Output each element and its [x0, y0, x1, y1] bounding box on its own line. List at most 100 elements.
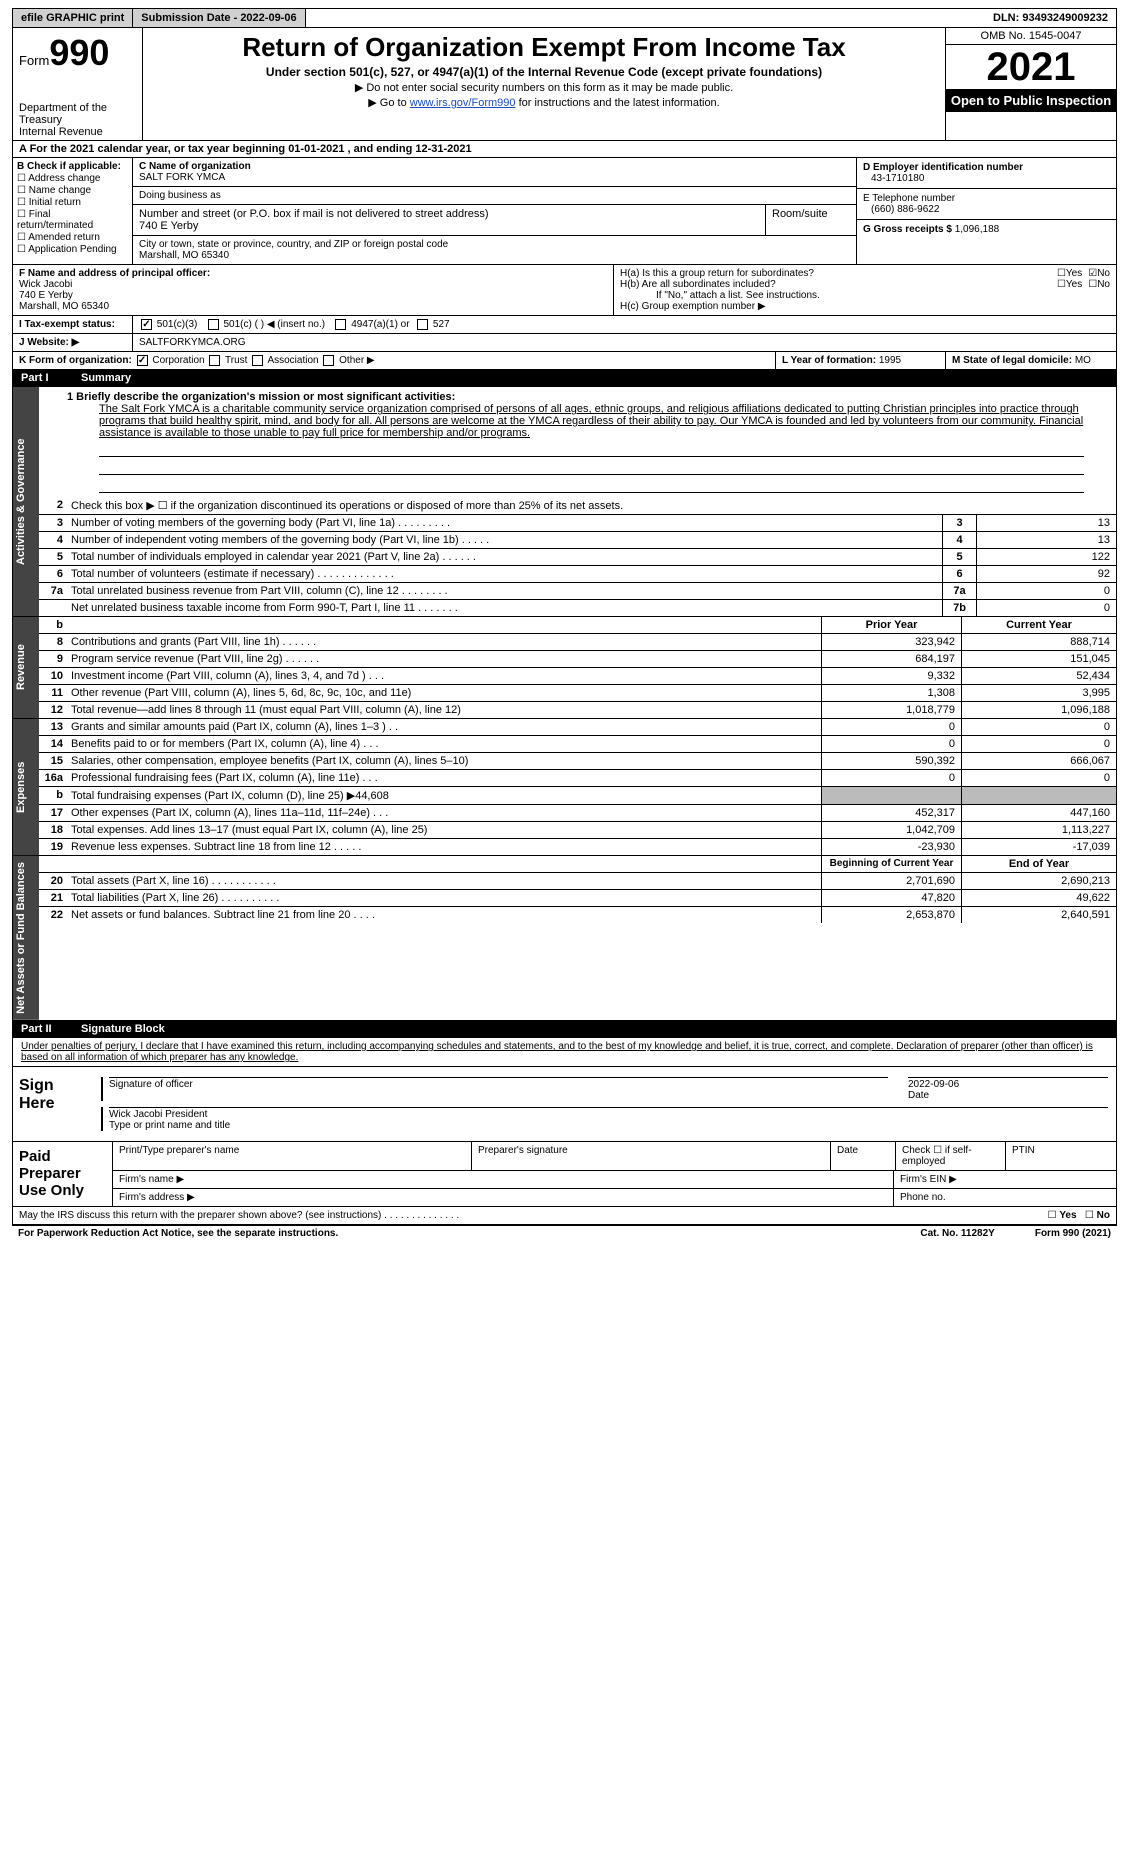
year-formation: 1995	[879, 355, 901, 366]
sign-date: 2022-09-06Date	[908, 1077, 1108, 1101]
dln: DLN: 93493249009232	[985, 9, 1116, 27]
dept-treasury: Department of the Treasury	[19, 102, 136, 126]
line21-beg: 47,820	[821, 890, 961, 906]
box-c: C Name of organization SALT FORK YMCA Do…	[133, 158, 856, 264]
form-number: 990	[49, 32, 109, 73]
line11-curr: 3,995	[961, 685, 1116, 701]
submission-date: Submission Date - 2022-09-06	[133, 9, 305, 27]
top-bar: efile GRAPHIC print Submission Date - 20…	[12, 8, 1117, 28]
preparer-sig-label: Preparer's signature	[472, 1142, 831, 1170]
paid-preparer-label: Paid Preparer Use Only	[13, 1142, 113, 1206]
ein-label: D Employer identification number	[863, 162, 1110, 173]
domicile-label: M State of legal domicile:	[952, 355, 1072, 366]
line16b-desc: Total fundraising expenses (Part IX, col…	[67, 787, 821, 804]
line11-desc: Other revenue (Part VIII, column (A), li…	[67, 685, 821, 701]
check-4947[interactable]	[335, 319, 346, 330]
discuss-row: May the IRS discuss this return with the…	[12, 1207, 1117, 1225]
check-501c3[interactable]	[141, 319, 152, 330]
line12-curr: 1,096,188	[961, 702, 1116, 718]
efile-print-button[interactable]: efile GRAPHIC print	[13, 9, 133, 27]
line10-curr: 52,434	[961, 668, 1116, 684]
tax-status-label: I Tax-exempt status:	[13, 316, 133, 333]
part-ii-title: Signature Block	[81, 1023, 165, 1035]
year-formation-label: L Year of formation:	[782, 355, 876, 366]
check-initial[interactable]: ☐ Initial return	[17, 197, 128, 208]
check-amended[interactable]: ☐ Amended return	[17, 232, 128, 243]
net-assets: Net Assets or Fund Balances Beginning of…	[12, 856, 1117, 1021]
check-assoc[interactable]	[252, 355, 263, 366]
box-deg: D Employer identification number 43-1710…	[856, 158, 1116, 264]
revenue: Revenue bPrior YearCurrent Year 8Contrib…	[12, 617, 1117, 719]
signature-declaration: Under penalties of perjury, I declare th…	[12, 1038, 1117, 1067]
form-subtitle: Under section 501(c), 527, or 4947(a)(1)…	[151, 65, 937, 79]
domicile: MO	[1075, 355, 1091, 366]
org-name: SALT FORK YMCA	[139, 172, 850, 183]
city: Marshall, MO 65340	[139, 250, 850, 261]
line15-prior: 590,392	[821, 753, 961, 769]
part-ii-label: Part II	[21, 1023, 81, 1035]
line6-val: 92	[976, 566, 1116, 582]
discuss-question: May the IRS discuss this return with the…	[13, 1207, 1042, 1224]
discuss-no[interactable]: ☐ No	[1085, 1210, 1110, 1221]
omb-number: OMB No. 1545-0047	[946, 28, 1116, 45]
phone: (660) 886-9622	[863, 204, 1110, 215]
row-fh: F Name and address of principal officer:…	[12, 265, 1117, 316]
check-other[interactable]	[323, 355, 334, 366]
officer-label: F Name and address of principal officer:	[19, 268, 607, 279]
officer-signature-line[interactable]: Signature of officer	[109, 1077, 888, 1101]
line2: Check this box ▶ ☐ if the organization d…	[67, 497, 1116, 514]
goto-pre: ▶ Go to	[368, 97, 409, 109]
line16b-prior	[821, 787, 961, 804]
officer-name: Wick Jacobi	[19, 279, 607, 290]
officer-addr2: Marshall, MO 65340	[19, 301, 607, 312]
hb-no[interactable]: ☐No	[1088, 279, 1110, 290]
line16a-desc: Professional fundraising fees (Part IX, …	[67, 770, 821, 786]
line17-desc: Other expenses (Part IX, column (A), lin…	[67, 805, 821, 821]
firm-addr-label: Firm's address ▶	[113, 1189, 894, 1206]
line8-desc: Contributions and grants (Part VIII, lin…	[67, 634, 821, 650]
line19-curr: -17,039	[961, 839, 1116, 855]
hb-yes[interactable]: ☐Yes	[1057, 279, 1082, 290]
line11-prior: 1,308	[821, 685, 961, 701]
check-corp[interactable]	[137, 355, 148, 366]
check-527[interactable]	[417, 319, 428, 330]
phone-label: E Telephone number	[863, 193, 1110, 204]
firm-ein-label: Firm's EIN ▶	[894, 1171, 1116, 1188]
ha-yes[interactable]: ☐Yes	[1057, 268, 1082, 279]
discuss-yes[interactable]: ☐ Yes	[1048, 1210, 1077, 1221]
preparer-date-label: Date	[831, 1142, 896, 1170]
check-name[interactable]: ☐ Name change	[17, 185, 128, 196]
check-final[interactable]: ☐ Final return/terminated	[17, 209, 128, 231]
box-h: H(a) Is this a group return for subordin…	[614, 265, 1116, 315]
line4-val: 13	[976, 532, 1116, 548]
form-title: Return of Organization Exempt From Incom…	[151, 32, 937, 63]
part-i-label: Part I	[21, 372, 81, 384]
ha-no[interactable]: ☑No	[1088, 268, 1110, 279]
irs-label: Internal Revenue Service	[19, 126, 136, 136]
line3-desc: Number of voting members of the governin…	[67, 515, 942, 531]
prior-year-hdr: Prior Year	[821, 617, 961, 633]
line5-val: 122	[976, 549, 1116, 565]
paid-preparer-block: Paid Preparer Use Only Print/Type prepar…	[12, 1142, 1117, 1207]
line13-desc: Grants and similar amounts paid (Part IX…	[67, 719, 821, 735]
ag-tab: Activities & Governance	[13, 387, 39, 616]
check-address[interactable]: ☐ Address change	[17, 173, 128, 184]
irs-link[interactable]: www.irs.gov/Form990	[410, 97, 516, 109]
line15-desc: Salaries, other compensation, employee b…	[67, 753, 821, 769]
line17-curr: 447,160	[961, 805, 1116, 821]
check-pending[interactable]: ☐ Application Pending	[17, 244, 128, 255]
line7b-desc: Net unrelated business taxable income fr…	[67, 600, 942, 616]
open-public: Open to Public Inspection	[946, 89, 1116, 112]
firm-phone-label: Phone no.	[894, 1189, 1116, 1206]
check-501c[interactable]	[208, 319, 219, 330]
self-employed-check[interactable]: Check ☐ if self-employed	[896, 1142, 1006, 1170]
entity-block: B Check if applicable: ☐ Address change …	[12, 158, 1117, 265]
rev-tab: Revenue	[13, 617, 39, 718]
ssn-note: ▶ Do not enter social security numbers o…	[151, 81, 937, 94]
check-trust[interactable]	[209, 355, 220, 366]
line16b-curr	[961, 787, 1116, 804]
line22-desc: Net assets or fund balances. Subtract li…	[67, 907, 821, 923]
line7a-desc: Total unrelated business revenue from Pa…	[67, 583, 942, 599]
part-ii-bar: Part II Signature Block	[12, 1021, 1117, 1038]
ein: 43-1710180	[863, 173, 1110, 184]
